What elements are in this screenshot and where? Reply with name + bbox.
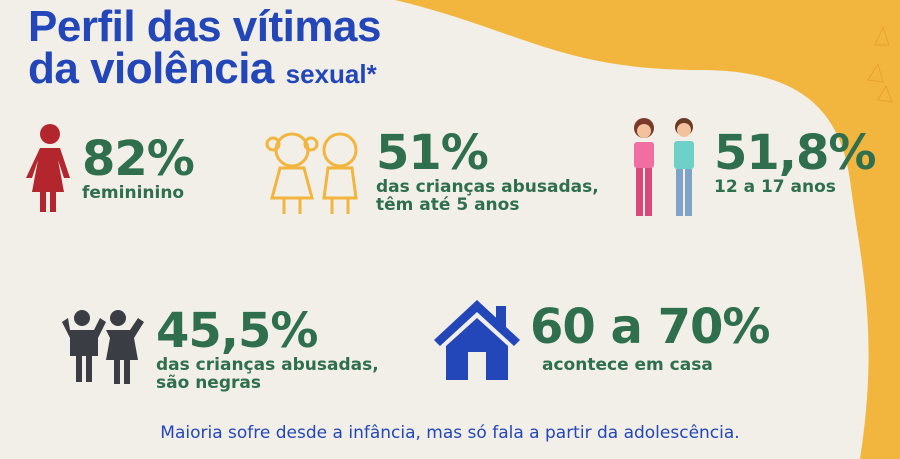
stat-black-children: 45,5% das crianças abusadas, são negras: [156, 306, 379, 392]
children-icon: [265, 132, 358, 214]
stat-female: 82% femininino: [82, 131, 195, 203]
stat-teenagers: 51,8% 12 a 17 anos: [714, 125, 877, 197]
stat-caption: das crianças abusadas,: [376, 177, 599, 197]
stat-value: 45,5%: [156, 303, 319, 359]
stat-caption-2: são negras: [156, 373, 261, 393]
stat-value: 51,8%: [714, 125, 877, 181]
stat-value: 51%: [376, 125, 489, 181]
teenagers-icon: [634, 118, 694, 216]
stat-value: 60 a 70%: [530, 299, 770, 355]
stat-caption: acontece em casa: [542, 355, 713, 375]
footer-note: Maioria sofre desde a infância, mas só f…: [160, 423, 740, 443]
stat-caption: das crianças abusadas,: [156, 355, 379, 375]
stat-children: 51% das crianças abusadas, têm até 5 ano…: [376, 128, 599, 214]
title-suffix: sexual*: [285, 59, 377, 89]
title-line-1: Perfil das vítimas: [28, 2, 381, 51]
stat-value: 82%: [82, 131, 195, 187]
page-title: Perfil das vítimas da violência sexual*: [28, 2, 381, 95]
house-icon: [434, 300, 520, 380]
kids-holding-hands-icon: [62, 310, 144, 384]
stat-caption-2: têm até 5 anos: [376, 195, 520, 215]
stat-caption: 12 a 17 anos: [714, 177, 836, 197]
stat-caption: femininino: [82, 183, 185, 203]
female-figure-icon: [26, 124, 70, 212]
stat-home: 60 a 70% acontece em casa: [530, 302, 770, 374]
title-line-2: da violência: [28, 44, 274, 93]
